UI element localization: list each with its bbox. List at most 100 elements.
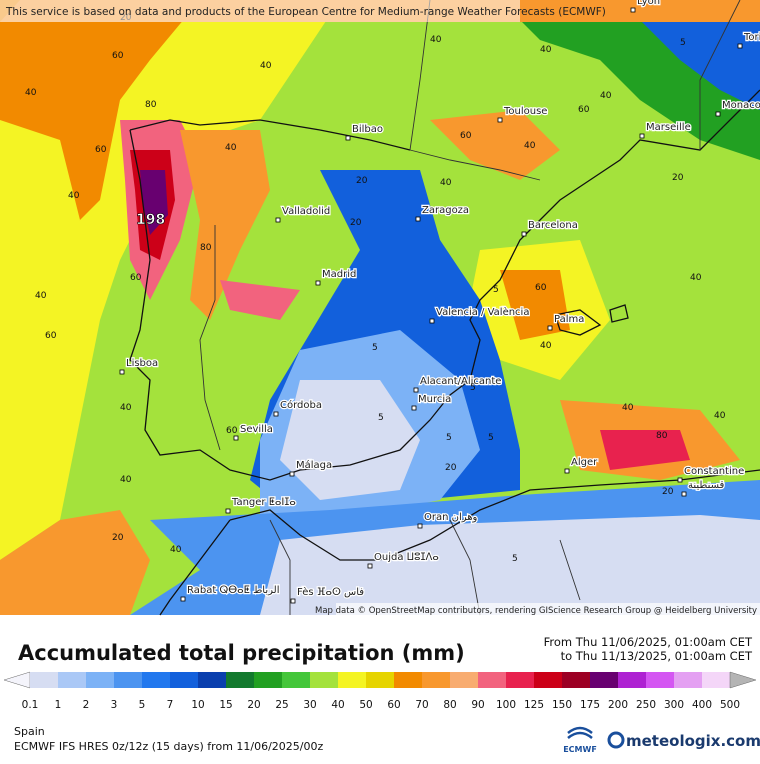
contour-label: 5	[470, 383, 476, 393]
scale-segment	[534, 672, 563, 688]
contour-label: 40	[260, 61, 272, 71]
scale-label: 20	[247, 699, 260, 711]
scale-label: 1	[55, 699, 62, 711]
city-label: Oujda ⵡⵓⵊⴷⴰ	[374, 552, 439, 563]
city-label: Murcia	[418, 394, 451, 405]
city-label: Toulouse	[503, 106, 547, 117]
contour-label: 60	[95, 145, 107, 155]
contour-label: 40	[25, 88, 37, 98]
scale-segment	[30, 672, 59, 688]
city-label: Barcelona	[528, 220, 578, 231]
contour-label: 40	[540, 341, 552, 351]
scale-arrow-left	[3, 671, 31, 689]
contour-label: 40	[225, 143, 237, 153]
scale-segment	[674, 672, 703, 688]
title: Accumulated total precipitation (mm)	[18, 641, 465, 665]
contour-label: 20	[356, 176, 368, 186]
scale-label: 400	[692, 699, 712, 711]
scale-segment	[226, 672, 255, 688]
scale-label: 500	[720, 699, 740, 711]
attribution-bg	[0, 0, 520, 22]
scale-label: 2	[83, 699, 90, 711]
city-label: Lyon	[637, 0, 660, 7]
contour-label: 40	[170, 545, 182, 555]
borders	[199, 0, 741, 616]
city-label: Fès ⴼⴰⵙ فاس	[297, 586, 364, 598]
contour-label: 40	[68, 191, 80, 201]
city-label: Alger	[571, 457, 598, 468]
scale-label: 30	[303, 699, 316, 711]
city-marker	[225, 508, 231, 514]
scale-label: 100	[496, 699, 516, 711]
map-credit: Map data © OpenStreetMap contributors, r…	[315, 606, 757, 616]
scale-arrow-right	[729, 671, 757, 689]
city-label: Palma	[554, 314, 584, 325]
city-label: Torino	[743, 32, 760, 43]
contour-label: 20	[112, 533, 124, 543]
city-marker	[289, 471, 295, 477]
contour-label: 40	[540, 45, 552, 55]
contour-label: 20	[672, 173, 684, 183]
scale-segment	[310, 672, 339, 688]
scale-segment	[254, 672, 283, 688]
scale-segment	[366, 672, 395, 688]
contour-label: 20	[662, 487, 674, 497]
scale-label: 40	[331, 699, 344, 711]
city-label: Málaga	[296, 459, 332, 471]
city-marker	[630, 7, 636, 13]
scale-segment	[562, 672, 591, 688]
credit-bg	[336, 603, 760, 615]
contour-label: 20	[350, 218, 362, 228]
city-marker	[119, 369, 125, 375]
contour-label: 60	[45, 331, 57, 341]
city-label: Monaco	[722, 100, 760, 111]
precip-field	[0, 0, 760, 615]
contour-label: 80	[145, 100, 157, 110]
contour-label: 60	[226, 426, 238, 436]
city-marker	[180, 596, 186, 602]
scale-segment	[702, 672, 731, 688]
contour-label: 5	[378, 413, 384, 423]
meteologix-icon	[607, 731, 625, 749]
city-label: Sevilla	[240, 424, 273, 435]
contour-label: 80	[656, 431, 668, 441]
contour-label: 80	[200, 243, 212, 253]
city-marker	[273, 411, 279, 417]
period-from: From Thu 11/06/2025, 01:00am CET	[544, 635, 753, 649]
scale-segment	[142, 672, 171, 688]
scale-segment	[86, 672, 115, 688]
city-marker	[639, 133, 645, 139]
scale-segment	[618, 672, 647, 688]
contour-label: 20	[445, 463, 457, 473]
scale-segment	[478, 672, 507, 688]
scale-label: 15	[219, 699, 232, 711]
scale-segment	[58, 672, 87, 688]
contour-label: 40	[622, 403, 634, 413]
ecmwf-logo: ECMWF	[563, 745, 597, 754]
scale-label: 7	[167, 699, 174, 711]
city-marker	[413, 387, 419, 393]
city-label: Madrid	[322, 269, 356, 280]
scale-label: 80	[443, 699, 456, 711]
city-marker	[547, 325, 553, 331]
scale-segment	[506, 672, 535, 688]
scale-segment	[170, 672, 199, 688]
coastlines	[129, 89, 760, 616]
city-marker	[417, 523, 423, 529]
region: Spain	[14, 725, 45, 738]
scale-label: 200	[608, 699, 628, 711]
legend: 0.1 1 2 3 5 7 10 15 20 25 30 40 50 60 70 80 90 100 125 150 1…	[3, 671, 757, 711]
city-marker	[233, 435, 239, 441]
scale-segment	[394, 672, 423, 688]
city-label: Córdoba	[280, 399, 322, 411]
scale-label: 25	[275, 699, 288, 711]
scale-segment	[590, 672, 619, 688]
contour-label: 5	[372, 343, 378, 353]
contour-label: 40	[714, 411, 726, 421]
period-to: to Thu 11/13/2025, 01:00am CET	[561, 649, 753, 663]
scale-segment	[114, 672, 143, 688]
contour-label: 40	[120, 475, 132, 485]
contour-label: 60	[112, 51, 124, 61]
contour-label: 5	[446, 433, 452, 443]
